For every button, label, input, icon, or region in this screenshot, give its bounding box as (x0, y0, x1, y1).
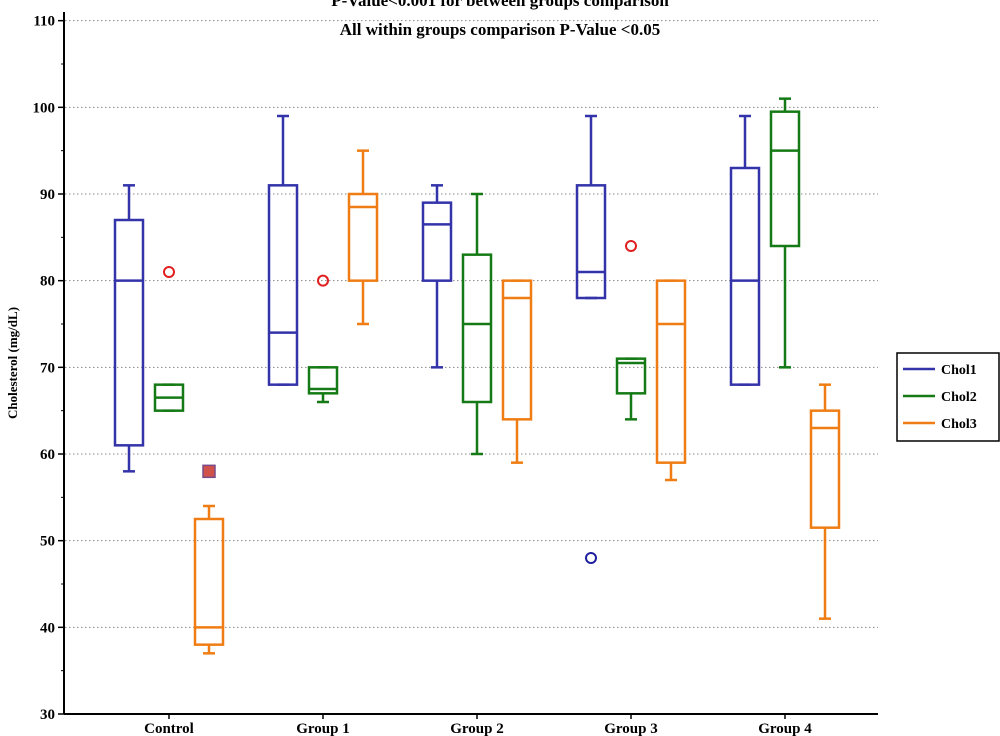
box-iqr (421, 201, 453, 282)
box-iqr (769, 110, 801, 248)
x-tick-label: Control (144, 721, 194, 736)
box-iqr (461, 253, 493, 404)
outlier-point (163, 266, 175, 278)
box-iqr (501, 279, 533, 421)
y-tick-label: 50 (40, 534, 55, 550)
box-iqr (729, 166, 761, 386)
box-iqr (267, 184, 299, 386)
box-iqr (575, 184, 607, 300)
outlier-point (585, 552, 597, 564)
y-tick-label: 80 (40, 274, 55, 290)
box-iqr (615, 357, 647, 395)
y-tick-label: 70 (40, 360, 55, 376)
y-tick-label: 100 (33, 100, 56, 116)
outlier-point (625, 240, 637, 252)
chart-title-line-1: P-Value<0.001 for between groups compari… (331, 0, 669, 10)
box-iqr (307, 366, 339, 395)
y-axis-label: Cholesterol (mg/dL) (5, 307, 20, 419)
x-tick-label: Group 3 (604, 721, 658, 736)
legend-label: Chol3 (941, 417, 977, 432)
legend-label: Chol1 (941, 363, 977, 378)
y-tick-label: 60 (40, 447, 55, 463)
outlier-point (317, 274, 329, 287)
box-iqr (655, 279, 687, 464)
chart-title-line-2: All within groups comparison P-Value <0.… (339, 20, 661, 39)
x-tick-label: Group 1 (296, 721, 350, 736)
y-tick-label: 90 (40, 187, 55, 203)
y-tick-label: 40 (40, 620, 55, 636)
box-iqr (193, 517, 225, 646)
x-tick-label: Group 4 (758, 721, 812, 736)
box-iqr (347, 192, 379, 282)
y-tick-label: 110 (33, 14, 55, 30)
box-iqr (113, 218, 145, 447)
legend-label: Chol2 (941, 390, 977, 405)
y-tick-label: 30 (40, 707, 55, 723)
x-tick-label: Group 2 (450, 721, 504, 736)
outlier-point (202, 464, 216, 479)
box-iqr (809, 409, 841, 529)
